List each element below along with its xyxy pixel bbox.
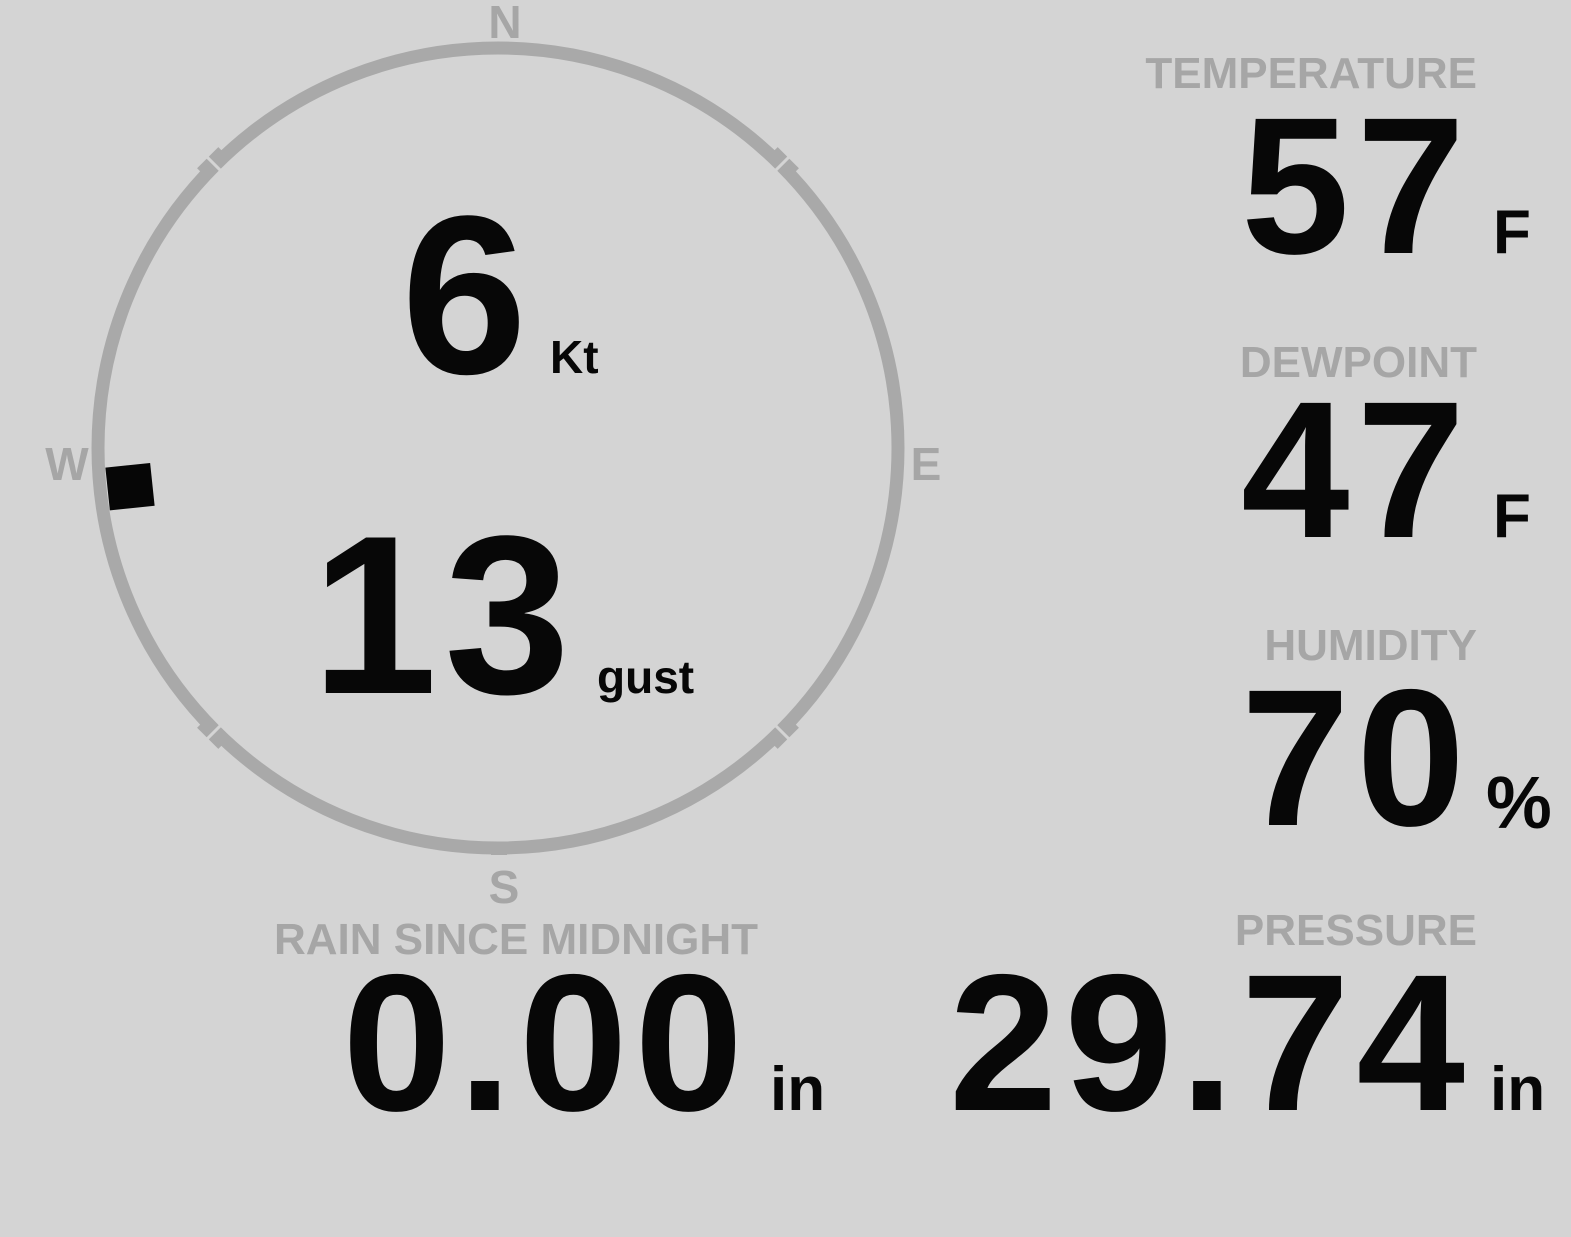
cardinal-east: E xyxy=(911,438,942,490)
humidity-unit: % xyxy=(1486,761,1552,844)
rain-readout: RAIN SINCE MIDNIGHT 0.00 in xyxy=(274,915,825,1152)
dewpoint-unit: F xyxy=(1493,482,1531,551)
compass-intercardinal-ticks xyxy=(197,147,799,855)
pressure-readout: PRESSURE 29.74 in xyxy=(949,906,1545,1152)
cardinal-south: S xyxy=(489,861,520,913)
tick-south-nub xyxy=(491,846,507,855)
rain-value: 0.00 xyxy=(342,934,750,1152)
rain-unit: in xyxy=(770,1055,825,1124)
humidity-label: HUMIDITY xyxy=(1264,621,1477,670)
temperature-value: 57 xyxy=(1241,77,1472,295)
wind-speed-unit: Kt xyxy=(550,331,599,383)
tick-gap-southwest xyxy=(205,721,225,741)
cardinal-west: W xyxy=(45,438,89,490)
pressure-label: PRESSURE xyxy=(1235,906,1477,955)
wind-speed-value: 6 xyxy=(401,168,534,421)
tick-gap-southeast xyxy=(771,721,791,741)
wind-gust-unit: gust xyxy=(597,651,694,703)
humidity-readout: HUMIDITY 70 % xyxy=(1241,621,1552,867)
dewpoint-readout: DEWPOINT 47 F xyxy=(1240,338,1531,579)
humidity-value: 70 xyxy=(1241,649,1472,867)
rain-label: RAIN SINCE MIDNIGHT xyxy=(274,915,758,964)
tick-gap-northeast xyxy=(771,155,791,175)
temperature-readout: TEMPERATURE 57 F xyxy=(1145,49,1531,295)
dewpoint-label: DEWPOINT xyxy=(1240,338,1477,387)
tick-gap-northwest xyxy=(205,155,225,175)
temperature-unit: F xyxy=(1493,198,1531,267)
cardinal-north: N xyxy=(488,0,521,48)
pressure-unit: in xyxy=(1490,1055,1545,1124)
wind-direction-marker xyxy=(105,462,155,511)
temperature-label: TEMPERATURE xyxy=(1145,49,1477,98)
wind-gust-value: 13 xyxy=(312,488,577,741)
pressure-value: 29.74 xyxy=(949,934,1472,1152)
wind-compass-gauge: N E S W 6 Kt 13 gust xyxy=(45,0,941,913)
dewpoint-value: 47 xyxy=(1241,361,1472,579)
